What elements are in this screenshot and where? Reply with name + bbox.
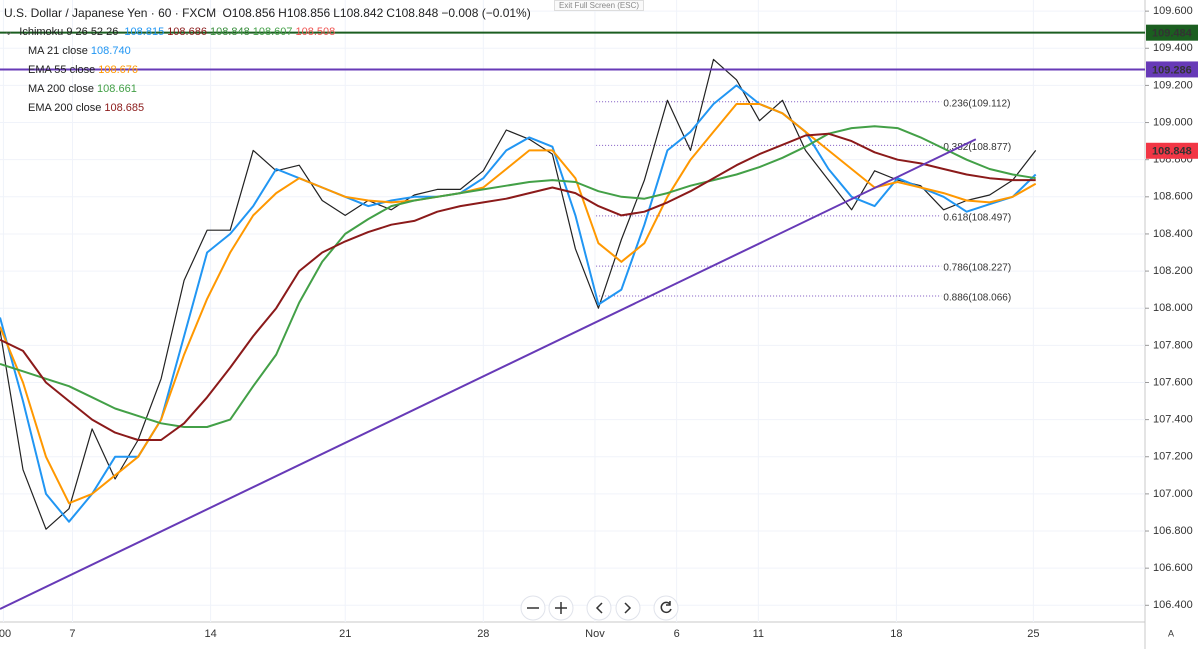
- x-tick-label: :00: [0, 628, 11, 640]
- nav-button[interactable]: [653, 595, 679, 621]
- nav-button-bg: [615, 595, 641, 621]
- indicator-legend: MA 21 close 108.740 EMA 55 close 108.676 MA …: [4, 42, 534, 118]
- legend-label: MA 200 close: [28, 83, 95, 95]
- indicator-value: 108.508: [295, 26, 336, 38]
- y-tick-label: 106.600: [1153, 562, 1193, 574]
- legend-row: MA 200 close 108.661: [4, 80, 534, 99]
- price-box-label: 109.484: [1152, 28, 1193, 40]
- y-tick-label: 109.400: [1153, 42, 1193, 54]
- y-tick-label: 106.400: [1153, 599, 1193, 611]
- fib-label: 0.382(108.877): [943, 142, 1011, 153]
- exit-fullscreen[interactable]: Exit Full Screen (ESC): [554, 0, 645, 11]
- nav-button-bg: [586, 595, 612, 621]
- nav-icon: [624, 602, 632, 614]
- legend-value: 108.661: [97, 83, 137, 95]
- collapse-icon[interactable]: ⌄: [4, 26, 14, 38]
- x-tick-label: 25: [1027, 628, 1039, 640]
- ohlc: O108.856: [222, 6, 276, 20]
- fib-label: 0.236(109.112): [943, 98, 1010, 109]
- header: U.S. Dollar / Japanese Yen · 60 · FXCM O…: [4, 4, 534, 23]
- ohlc: H108.856: [278, 6, 331, 20]
- legend-label: MA 21 close: [28, 45, 88, 57]
- y-tick-label: 108.400: [1153, 228, 1193, 240]
- indicator-name: Ichimoku 9 26 52 26: [19, 26, 119, 38]
- y-tick-label: 109.600: [1153, 5, 1193, 17]
- x-tick-label: 28: [477, 628, 489, 640]
- legend-value: 108.685: [104, 102, 145, 114]
- indicator-value: 108.607: [252, 26, 293, 38]
- y-tick-label: 108.000: [1153, 302, 1193, 314]
- legend-row: EMA 55 close 108.676: [4, 61, 534, 80]
- x-tick-label: 18: [890, 628, 902, 640]
- legend-row: EMA 200 close 108.685: [4, 99, 534, 118]
- trendline: [0, 138, 977, 610]
- fib-label: 0.786(108.227): [943, 263, 1011, 274]
- price-box-label: 109.286: [1152, 64, 1192, 76]
- y-tick-label: 106.800: [1153, 525, 1193, 537]
- ohlc: −0.008 (−0.01%): [441, 6, 531, 20]
- y-tick-label: 109.200: [1153, 79, 1193, 91]
- nav-button[interactable]: [520, 595, 546, 621]
- x-tick-label: 14: [204, 628, 216, 640]
- indicator-line: [0, 132, 1036, 441]
- nav-icon: [595, 602, 603, 614]
- price-box: [1146, 24, 1198, 41]
- price-box: [1146, 142, 1198, 159]
- y-tick-label: 107.800: [1153, 339, 1193, 351]
- indicator-line: [0, 84, 1037, 523]
- price-box-label: 108.848: [1152, 146, 1192, 158]
- legend-value: 108.676: [98, 64, 139, 76]
- y-tick-label: 108.200: [1153, 265, 1193, 277]
- y-tick-label: 107.000: [1153, 488, 1193, 500]
- nav-button-bg: [653, 595, 679, 621]
- legend-value: 108.740: [90, 45, 131, 57]
- nav-icon: [660, 601, 672, 614]
- fib-label: 0.886(108.066): [943, 293, 1011, 304]
- x-tick-label: Nov: [585, 628, 605, 640]
- indicator-value: 108.848: [209, 26, 250, 38]
- ohlc: L108.842: [333, 6, 384, 20]
- indicator-line: [0, 103, 1037, 505]
- indicator-value: 108.686: [167, 26, 207, 38]
- y-tick-label: 107.600: [1153, 376, 1193, 388]
- ohlc: C108.848: [386, 6, 439, 20]
- nav-button[interactable]: [615, 595, 641, 621]
- nav-icon: [555, 602, 567, 614]
- legend: U.S. Dollar / Japanese Yen · 60 · FXCM O…: [4, 4, 534, 118]
- y-tick-label: 107.200: [1153, 451, 1193, 463]
- legend-label: EMA 200 close: [28, 102, 102, 114]
- fib-label: 0.618(108.497): [943, 213, 1011, 224]
- nav-button[interactable]: [548, 595, 574, 621]
- auto-scale-button[interactable]: A: [1168, 628, 1174, 638]
- indicator-line: [0, 125, 1036, 428]
- y-tick-label: 107.400: [1153, 414, 1193, 426]
- x-tick-label: 7: [69, 628, 75, 640]
- legend-row: MA 21 close 108.740: [4, 42, 534, 61]
- ichimoku-legend: ⌄ Ichimoku 9 26 52 26 108.815 108.686 108.…: [4, 23, 534, 42]
- y-tick-label: 109.000: [1153, 116, 1193, 128]
- legend-label: EMA 55 close: [28, 64, 96, 76]
- price-line: [0, 58, 1037, 530]
- indicator-value: 108.815: [124, 26, 165, 38]
- x-tick-label: 11: [753, 628, 764, 640]
- x-tick-label: 6: [674, 628, 680, 640]
- x-tick-label: 21: [339, 628, 351, 640]
- y-tick-label: 108.600: [1153, 191, 1193, 203]
- price-box: [1146, 61, 1198, 78]
- nav-button[interactable]: [586, 595, 612, 621]
- symbol-title: U.S. Dollar / Japanese Yen · 60 · FXCM: [4, 6, 217, 20]
